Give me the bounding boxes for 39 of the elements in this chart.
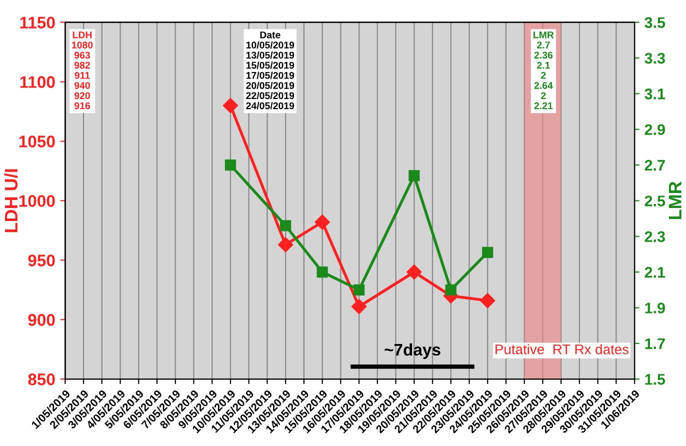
point <box>278 237 294 252</box>
y2-tick-label: 2.1 <box>644 266 666 278</box>
y2-tick-label: 1.9 <box>645 302 665 314</box>
y2-tick-label: 1.5 <box>645 374 666 385</box>
text: LMR <box>668 182 682 220</box>
point <box>482 246 494 258</box>
y2-tick-label: 2.3 <box>644 231 665 242</box>
y-tick-label: 900 <box>28 314 55 326</box>
band-label: Putative RT Rx dates <box>496 344 629 354</box>
y2-axis-title: LMR <box>534 32 554 38</box>
point <box>408 170 420 182</box>
point <box>480 293 496 308</box>
y-tick-label: 950 <box>28 254 55 266</box>
point <box>445 284 456 296</box>
y2-tick-label: 2.5 <box>644 196 666 206</box>
y-axis-title: LDH U/I <box>4 169 18 232</box>
point <box>353 284 365 296</box>
annotation: LDH 1080 963 982 911 940 920 916 <box>72 32 93 110</box>
y-tick-label: 850 <box>28 374 55 386</box>
annotation: Date 10/05/2019 13/05/2019 15/05/2019 17/05/2019 20/05/2019 22/05/2019 24/05/2019 <box>246 32 294 110</box>
y2-tick-label: 2.9 <box>644 124 665 136</box>
point <box>224 159 236 171</box>
y2-tick-label: 3.5 <box>644 17 666 28</box>
y2-tick-label: 3.1 <box>644 88 666 100</box>
annotation: ~7days <box>384 343 440 359</box>
text: 2.7 2.36 2.1 2 2.64 2 2.21 <box>534 42 553 110</box>
y-tick-label: 1000 <box>19 195 55 207</box>
y2-tick-label: 2.7 <box>644 160 665 171</box>
y-tick-label: 1050 <box>19 136 55 148</box>
point <box>280 220 292 232</box>
y-tick-label: 1100 <box>20 76 55 88</box>
point <box>406 264 422 280</box>
point <box>351 298 367 314</box>
y2-tick-label: 3.3 <box>644 52 665 64</box>
y2-tick-label: 1.7 <box>645 338 665 349</box>
point <box>222 98 238 114</box>
y-tick-label: 1150 <box>20 16 55 29</box>
point <box>314 214 330 230</box>
point <box>316 266 328 278</box>
